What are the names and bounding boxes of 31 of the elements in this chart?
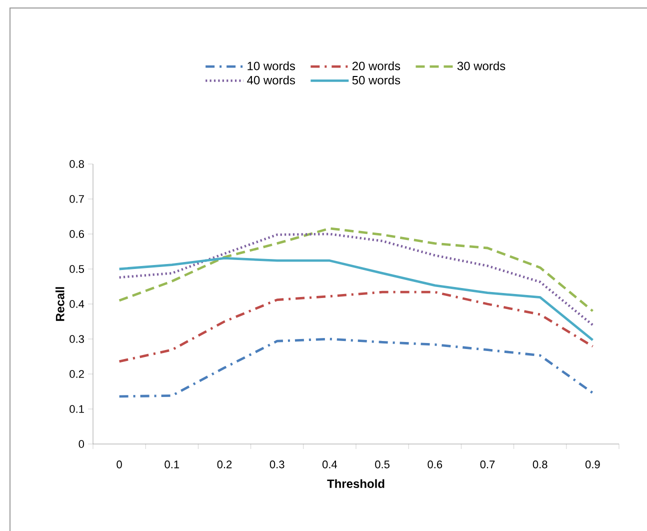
line-series (118, 256, 594, 342)
legend-label: 20 words (352, 61, 400, 70)
legend-label: 50 words (352, 76, 400, 84)
y-tick-label: 0.4 (70, 300, 84, 308)
x-axis-title: Threshold (327, 479, 384, 488)
y-tick-label: 0.7 (70, 195, 84, 203)
x-tick-label: 0.1 (164, 460, 180, 468)
y-tick-label: 0.1 (70, 405, 84, 413)
line-series (118, 338, 594, 398)
x-tick-label: 0 (116, 460, 122, 468)
y-tick-label: 0.6 (70, 230, 84, 238)
legend-label: 10 words (248, 61, 296, 70)
x-tick-label: 0.6 (428, 460, 442, 468)
y-axis-title: Recall (56, 287, 64, 321)
line-series (118, 227, 594, 312)
legend-label: 30 words (457, 61, 506, 70)
x-tick-label: 0.8 (532, 460, 548, 468)
x-tick-label: 0.2 (217, 460, 232, 468)
x-tick-label: 0.3 (270, 460, 284, 468)
x-tick-label: 0.4 (322, 460, 338, 468)
y-tick-label: 0.5 (70, 265, 84, 273)
line-series (118, 232, 594, 326)
legend-label: 40 words (247, 76, 296, 84)
x-tick-label: 0.7 (480, 460, 495, 468)
x-tick-label: 0.9 (585, 460, 600, 468)
y-tick-label: 0.3 (70, 335, 84, 343)
line-series (118, 290, 594, 363)
y-tick-label: 0.8 (70, 160, 84, 168)
x-tick-label: 0.5 (375, 460, 390, 468)
y-tick-label: 0.2 (70, 370, 84, 378)
y-tick-label: 0 (78, 440, 84, 448)
